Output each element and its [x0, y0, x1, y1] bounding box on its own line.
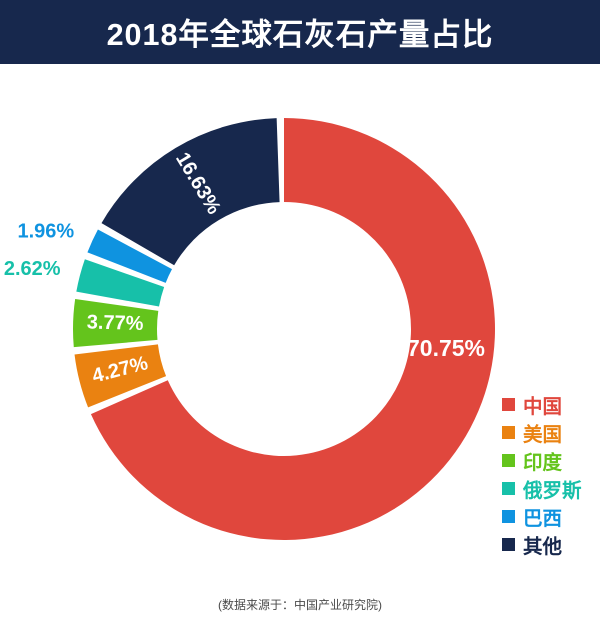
svg-text:3.77%: 3.77% — [86, 311, 144, 335]
svg-text:70.75%: 70.75% — [407, 335, 485, 361]
svg-text:1.96%: 1.96% — [17, 220, 74, 242]
svg-text:2.62%: 2.62% — [4, 258, 61, 280]
